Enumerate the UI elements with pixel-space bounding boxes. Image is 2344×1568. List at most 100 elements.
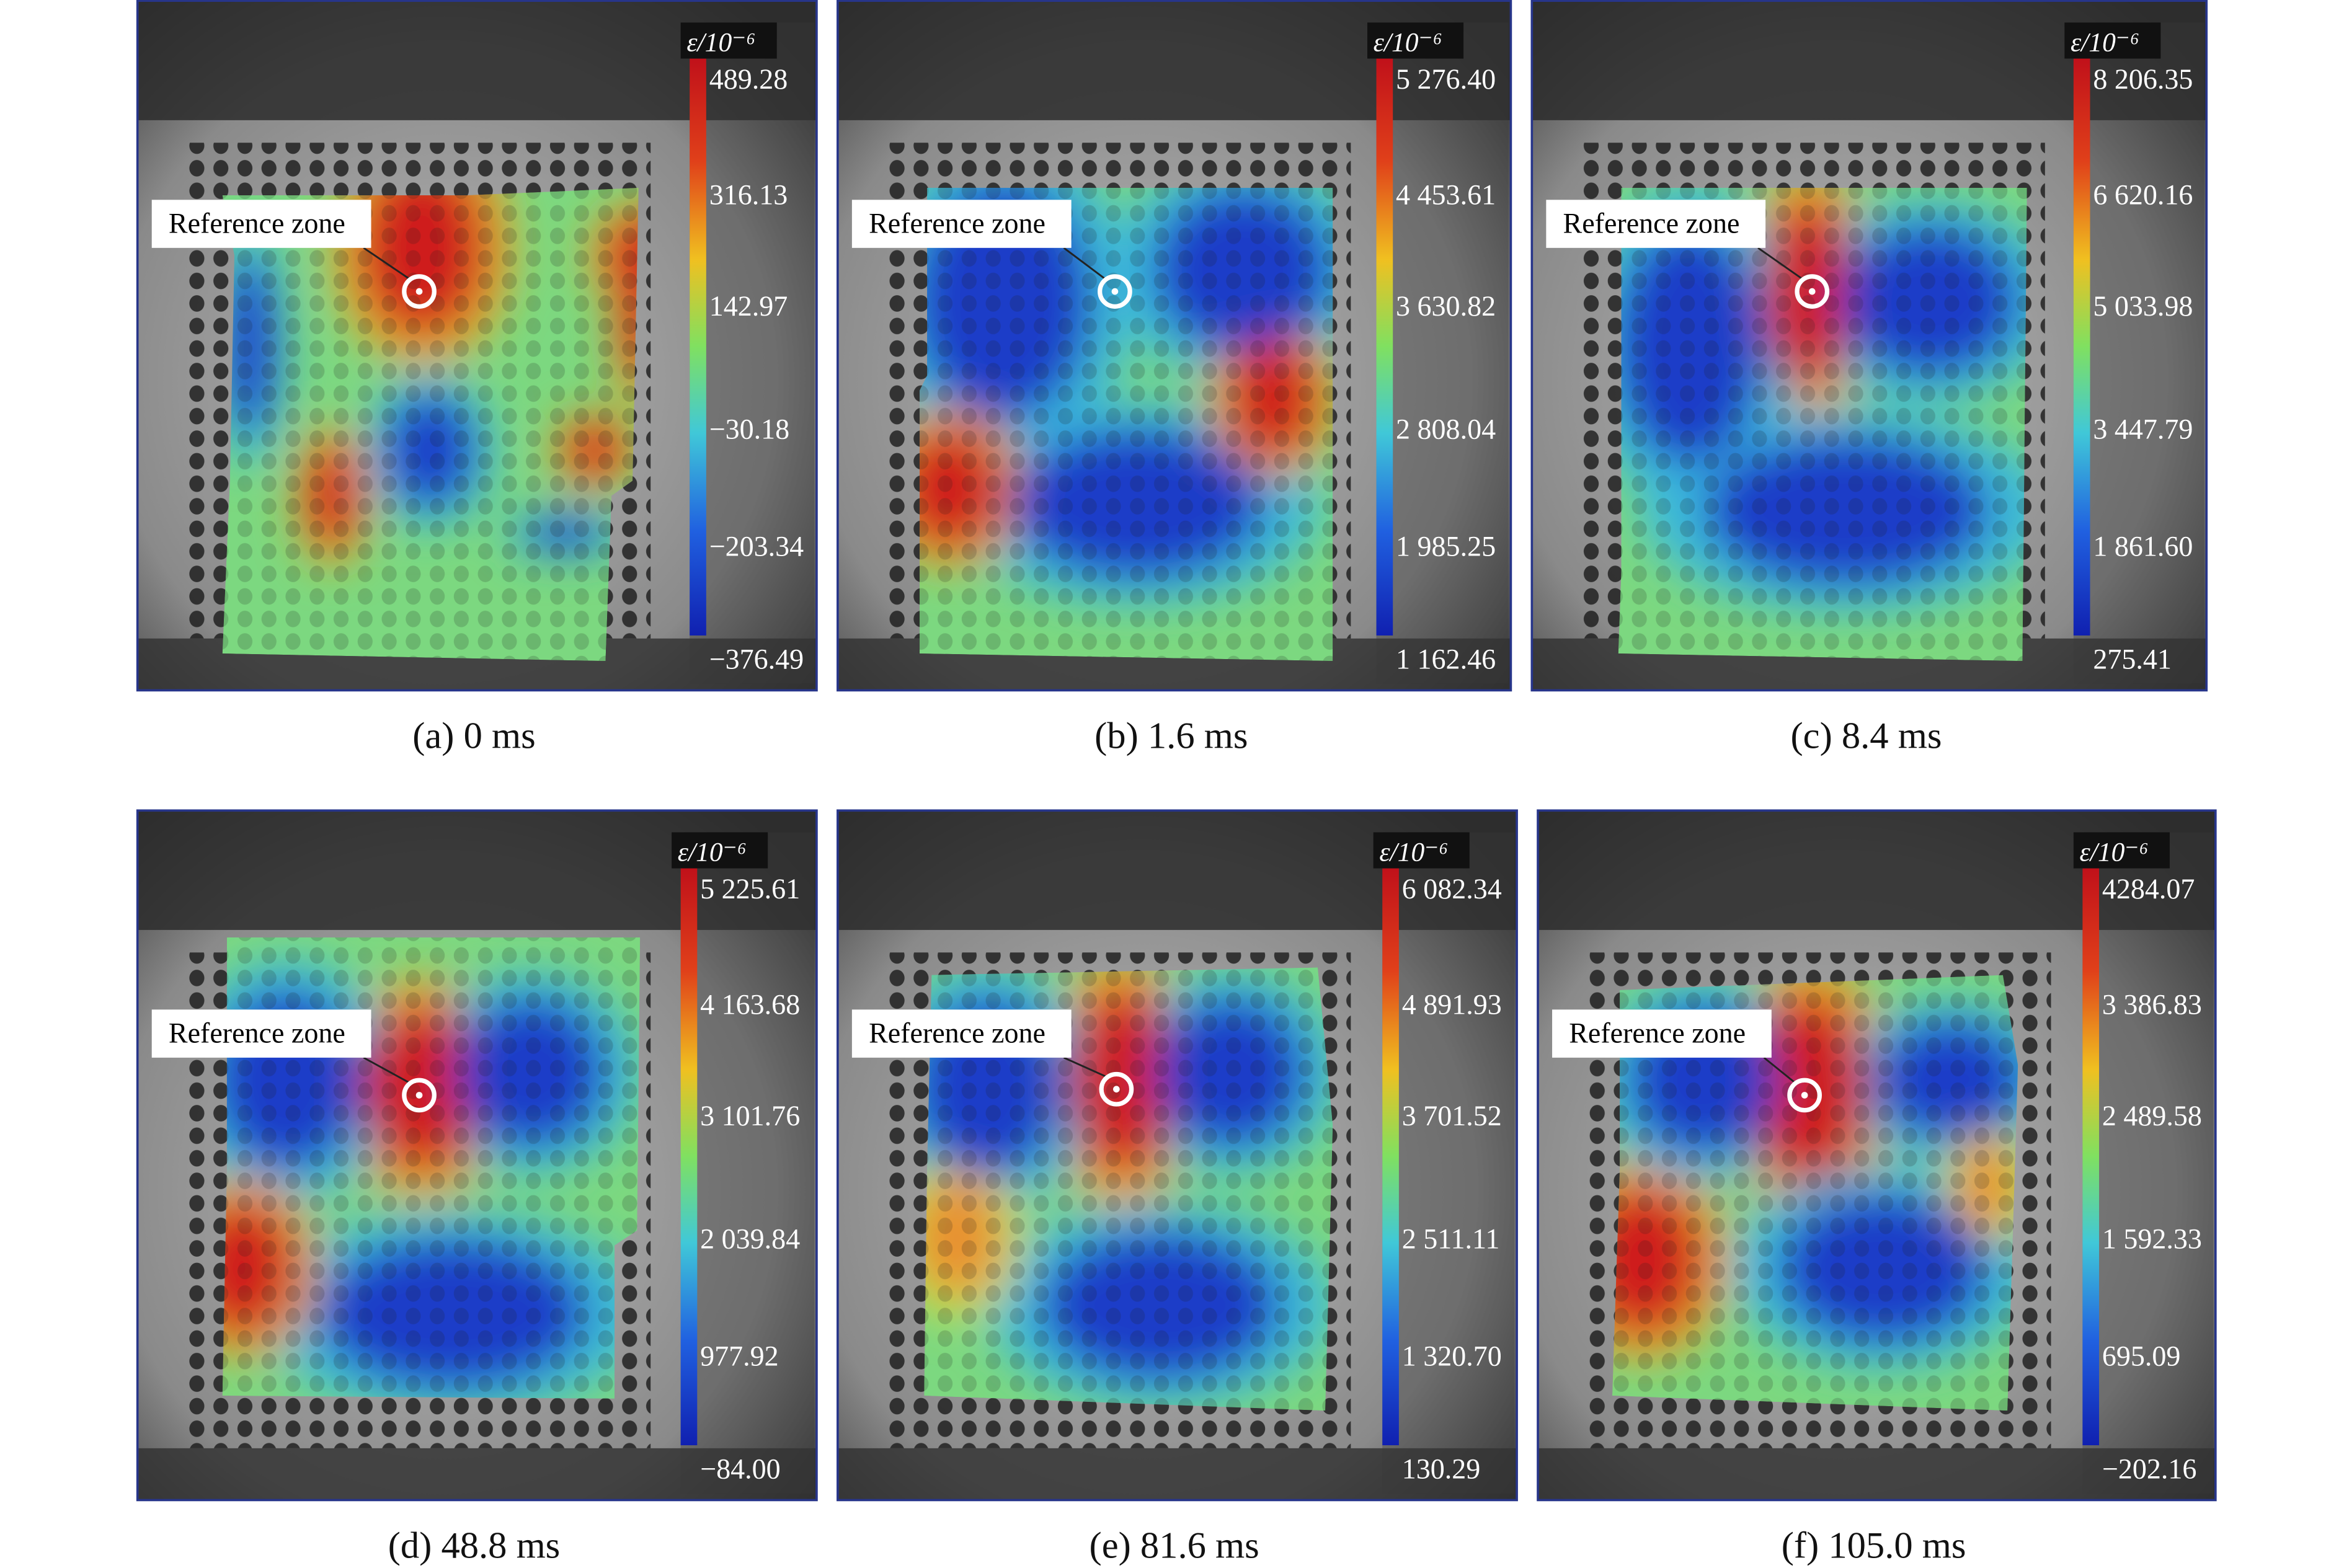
colorbar-label: 4 891.93 [1402,989,1502,1021]
unit-box [672,832,768,869]
leader-line [1757,247,1804,280]
colorbar-label: 2 039.84 [700,1223,800,1255]
reference-ring [1098,274,1132,309]
colorbar [2073,57,2090,636]
reference-label: Reference zone [869,1017,1045,1049]
colorbar-label: 2 489.58 [2102,1100,2202,1132]
panel: Reference zone ε/10⁻⁶ 5 225.61 4 163.68 3 10… [136,809,818,1502]
colorbar-unit: ε/10⁻⁶ [2080,837,2149,867]
reference-label-box [151,200,371,248]
unit-box [1367,22,1464,59]
panel-caption: (c) 8.4 ms [1791,715,1942,757]
colorbar-label: 1 985.25 [1396,531,1496,562]
reference-dot [1801,1092,1808,1099]
colorbar-label: −203.34 [709,531,804,562]
colorbar-text-backdrop [2082,832,2214,1494]
leader-line [1063,1056,1108,1078]
colorbar-label: 977.92 [700,1340,779,1372]
reference-ring [1099,1071,1134,1107]
colorbar-label: 6 620.16 [2093,179,2193,211]
colorbar-label: 275.41 [2093,643,2172,675]
colorbar-text-backdrop [2073,22,2204,684]
reference-label-box [1552,1009,1772,1058]
colorbar-label: 2 808.04 [1396,414,1496,445]
unit-box [2073,832,2170,869]
strain-field [222,187,639,662]
colorbar-unit: ε/10⁻⁶ [2071,27,2139,57]
reference-ring [1787,1078,1822,1113]
colorbar-label: 6 082.34 [1402,873,1502,905]
strain-field [222,937,641,1399]
colorbar-label: 489.28 [709,63,788,95]
colorbar-label: −84.00 [700,1453,781,1484]
reference-ring [402,274,437,309]
reference-label: Reference zone [169,1017,345,1049]
bottom-frame [1537,1448,2217,1501]
colorbar [2082,867,2100,1446]
panel: Reference zone ε/10⁻⁶ 8 206.35 6 620.16 5 03… [1530,0,2208,692]
colorbar-label: 2 511.11 [1402,1223,1500,1255]
field-dots [919,187,1333,662]
colorbar-label: 1 162.46 [1396,643,1496,675]
colorbar-unit: ε/10⁻⁶ [1374,27,1442,57]
top-frame [136,810,818,930]
colorbar-label: 695.09 [2102,1340,2181,1372]
reference-label: Reference zone [1563,208,1740,239]
leader-line [363,1056,411,1084]
colorbar-unit: ε/10⁻⁶ [1379,837,1448,867]
reference-dot [1111,288,1119,295]
top-frame [837,810,1518,930]
colorbar-label: −30.18 [709,414,790,445]
colorbar-label: 3 101.76 [700,1100,800,1132]
leader-line [363,247,411,280]
colorbar-label: 5 033.98 [2093,290,2193,322]
colorbar [1382,867,1399,1446]
panel: Reference zone ε/10⁻⁶ 4284.07 3 386.83 2 489… [1537,809,2217,1502]
strain-field [1618,187,2027,662]
colorbar-label: 142.97 [709,290,788,322]
colorbar [1376,57,1393,636]
leader-line [1763,1056,1796,1084]
colorbar-label: 3 447.79 [2093,414,2193,445]
bottom-frame [837,1448,1518,1501]
colorbar-label: 5 225.61 [700,873,800,905]
unit-box [1373,832,1470,869]
colorbar-label: 3 386.83 [2102,989,2202,1021]
colorbar-label: 3 630.82 [1396,290,1496,322]
panel-caption: (f) 105.0 ms [1782,1525,1966,1567]
reference-label: Reference zone [869,208,1045,239]
reference-dot [1113,1086,1120,1093]
strain-field [919,187,1333,662]
unit-box [680,22,777,59]
reference-label-box [1546,200,1766,248]
field-dots [924,967,1333,1411]
colorbar-unit: ε/10⁻⁶ [686,27,755,57]
panel-border [1537,809,2217,1502]
colorbar-unit: ε/10⁻⁶ [678,837,747,867]
unit-box [2064,22,2161,59]
colorbar-text-backdrop [1382,832,1515,1494]
top-frame [1537,810,2217,930]
panel: Reference zone ε/10⁻⁶ 6 082.34 4 891.93 3 70… [837,809,1518,1502]
reference-label: Reference zone [1569,1017,1746,1049]
field-dots [1618,187,2027,662]
colorbar-text-backdrop [1376,22,1509,684]
top-frame [1531,0,2208,120]
colorbar-label: 4 453.61 [1396,179,1496,211]
reference-dot [415,288,423,295]
colorbar-label: 3 701.52 [1402,1100,1502,1132]
panel-caption: (b) 1.6 ms [1094,715,1248,757]
colorbar-label: 130.29 [1402,1453,1481,1484]
reference-label-box [151,1009,371,1058]
panel-caption: (d) 48.8 ms [388,1525,561,1567]
colorbar-label: −202.16 [2102,1453,2197,1484]
reference-label-box [851,200,1072,248]
panel: Reference zone ε/10⁻⁶ 5 276.40 4 453.61 3 63… [837,0,1512,692]
colorbar [680,867,698,1446]
panel-border [1530,0,2208,692]
field-dots [1612,975,2018,1411]
panel-caption: (e) 81.6 ms [1090,1525,1259,1567]
colorbar-label: 4 163.68 [700,989,800,1021]
